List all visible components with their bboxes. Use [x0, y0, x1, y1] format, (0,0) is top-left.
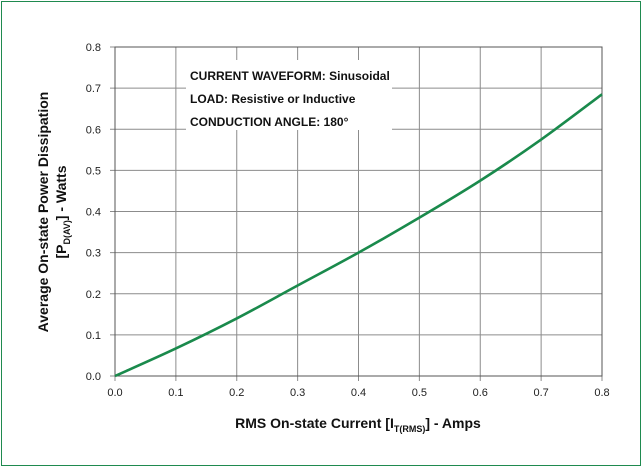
x-axis-title-tail: ] - Amps — [425, 415, 481, 431]
y-axis-title-line2-subscript: D(AV) — [62, 220, 72, 244]
x-axis-title-main: RMS On-state Current [I — [235, 415, 394, 431]
y-tick-labels: 0.0 0.1 0.2 0.3 0.4 0.5 0.6 0.7 0.8 — [86, 42, 101, 383]
annotation-load: LOAD: Resistive or Inductive — [190, 92, 356, 106]
x-tick-label: 0.0 — [107, 387, 122, 399]
x-tick-label: 0.3 — [290, 387, 305, 399]
y-axis-title-line2-main: [P — [53, 245, 69, 259]
series-line — [114, 93, 603, 378]
y-axis-title: Average On-state Power Dissipation [PD(A… — [35, 92, 72, 333]
plot-border — [114, 46, 603, 377]
y-tick-label: 0.8 — [86, 42, 101, 54]
x-axis-title-subscript: T(RMS) — [394, 424, 426, 434]
y-axis-title-line2-tail: ] - Watts — [53, 165, 69, 220]
x-tick-label: 0.8 — [594, 387, 609, 399]
y-tick-label: 0.6 — [86, 124, 101, 136]
x-tick-labels: 0.0 0.1 0.2 0.3 0.4 0.5 0.6 0.7 0.8 — [107, 387, 609, 399]
annotation-waveform: CURRENT WAVEFORM: Sinusoidal — [190, 69, 390, 83]
y-tick-label: 0.4 — [86, 207, 101, 219]
x-tick-label: 0.4 — [351, 387, 366, 399]
annotation-box — [186, 60, 392, 130]
x-tick-label: 0.7 — [533, 387, 548, 399]
x-tick-label: 0.6 — [473, 387, 488, 399]
x-tick-label: 0.1 — [168, 387, 183, 399]
y-tick-label: 0.2 — [86, 289, 101, 301]
y-tick-label: 0.7 — [86, 83, 101, 95]
y-tick-label: 0.5 — [86, 165, 101, 177]
y-axis-title-line2: [PD(AV)] - Watts — [53, 165, 72, 258]
x-axis-title: RMS On-state Current [IT(RMS)] - Amps — [235, 415, 481, 434]
y-tick-label: 0.1 — [86, 330, 101, 342]
x-tick-label: 0.2 — [229, 387, 244, 399]
y-axis-title-line1: Average On-state Power Dissipation — [35, 92, 51, 333]
y-tick-label: 0.3 — [86, 248, 101, 260]
y-tick-label: 0.0 — [86, 371, 101, 383]
annotation-conduction-angle: CONDUCTION ANGLE: 180° — [190, 115, 349, 129]
x-tick-label: 0.5 — [412, 387, 427, 399]
